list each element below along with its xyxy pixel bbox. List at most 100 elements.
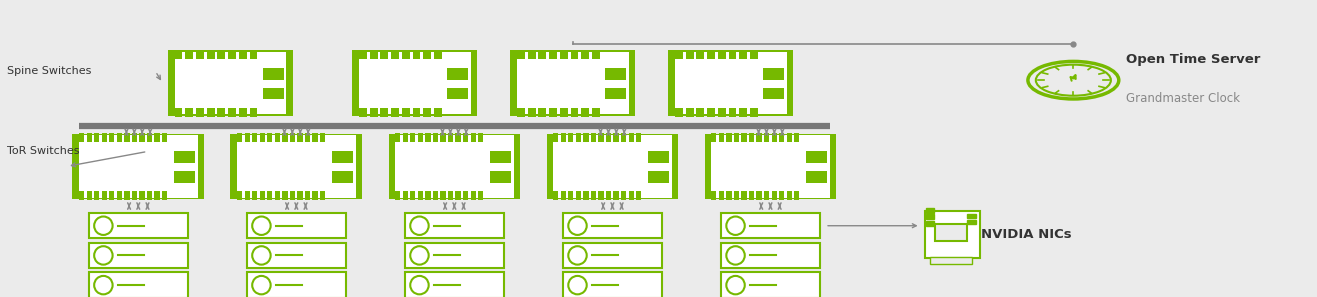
FancyBboxPatch shape (734, 133, 739, 142)
FancyBboxPatch shape (622, 133, 627, 142)
FancyBboxPatch shape (549, 108, 557, 117)
FancyBboxPatch shape (196, 108, 204, 117)
FancyBboxPatch shape (433, 133, 439, 142)
FancyBboxPatch shape (448, 191, 453, 200)
FancyBboxPatch shape (402, 108, 410, 117)
FancyBboxPatch shape (764, 68, 785, 80)
FancyBboxPatch shape (686, 108, 694, 117)
FancyBboxPatch shape (423, 108, 431, 117)
FancyBboxPatch shape (245, 133, 250, 142)
FancyBboxPatch shape (967, 220, 976, 224)
FancyBboxPatch shape (410, 133, 415, 142)
FancyBboxPatch shape (230, 134, 362, 199)
FancyBboxPatch shape (606, 133, 611, 142)
Ellipse shape (253, 217, 271, 235)
FancyBboxPatch shape (249, 108, 257, 117)
FancyBboxPatch shape (410, 191, 415, 200)
FancyBboxPatch shape (174, 151, 195, 163)
FancyBboxPatch shape (406, 243, 503, 268)
FancyBboxPatch shape (370, 108, 378, 117)
FancyBboxPatch shape (547, 134, 678, 199)
FancyBboxPatch shape (764, 88, 785, 99)
Text: Spine Switches: Spine Switches (7, 66, 91, 76)
FancyBboxPatch shape (79, 191, 84, 200)
FancyBboxPatch shape (391, 108, 399, 117)
FancyBboxPatch shape (751, 108, 759, 117)
FancyBboxPatch shape (312, 133, 317, 142)
FancyBboxPatch shape (711, 191, 716, 200)
FancyBboxPatch shape (425, 191, 431, 200)
FancyBboxPatch shape (583, 191, 589, 200)
FancyBboxPatch shape (267, 133, 273, 142)
FancyBboxPatch shape (262, 88, 284, 99)
FancyBboxPatch shape (298, 133, 303, 142)
FancyBboxPatch shape (722, 243, 819, 268)
FancyBboxPatch shape (282, 191, 287, 200)
FancyBboxPatch shape (749, 133, 755, 142)
FancyBboxPatch shape (423, 50, 431, 59)
FancyBboxPatch shape (598, 133, 603, 142)
FancyBboxPatch shape (794, 191, 799, 200)
FancyBboxPatch shape (549, 50, 557, 59)
FancyBboxPatch shape (370, 50, 378, 59)
FancyBboxPatch shape (275, 191, 281, 200)
FancyBboxPatch shape (718, 108, 726, 117)
FancyBboxPatch shape (109, 191, 115, 200)
FancyBboxPatch shape (456, 191, 461, 200)
FancyBboxPatch shape (711, 135, 830, 198)
FancyBboxPatch shape (79, 133, 84, 142)
FancyBboxPatch shape (780, 191, 785, 200)
Ellipse shape (569, 217, 587, 235)
Ellipse shape (727, 276, 745, 294)
FancyBboxPatch shape (707, 50, 715, 59)
FancyBboxPatch shape (553, 135, 672, 198)
FancyBboxPatch shape (440, 191, 445, 200)
Ellipse shape (1029, 61, 1119, 99)
FancyBboxPatch shape (207, 50, 215, 59)
Ellipse shape (727, 217, 745, 235)
FancyBboxPatch shape (320, 133, 325, 142)
FancyBboxPatch shape (217, 108, 225, 117)
FancyBboxPatch shape (101, 191, 107, 200)
FancyBboxPatch shape (614, 191, 619, 200)
Ellipse shape (569, 276, 587, 294)
FancyBboxPatch shape (598, 191, 603, 200)
FancyBboxPatch shape (722, 273, 819, 297)
FancyBboxPatch shape (124, 191, 129, 200)
FancyBboxPatch shape (237, 191, 242, 200)
FancyBboxPatch shape (930, 257, 972, 264)
FancyBboxPatch shape (148, 133, 153, 142)
FancyBboxPatch shape (154, 191, 159, 200)
FancyBboxPatch shape (564, 213, 662, 238)
FancyBboxPatch shape (435, 108, 443, 117)
FancyBboxPatch shape (553, 191, 558, 200)
FancyBboxPatch shape (570, 50, 578, 59)
FancyBboxPatch shape (539, 108, 547, 117)
FancyBboxPatch shape (228, 108, 236, 117)
FancyBboxPatch shape (148, 191, 153, 200)
FancyBboxPatch shape (676, 50, 684, 59)
FancyBboxPatch shape (648, 151, 669, 163)
FancyBboxPatch shape (174, 171, 195, 183)
FancyBboxPatch shape (306, 133, 311, 142)
FancyBboxPatch shape (728, 108, 736, 117)
FancyBboxPatch shape (353, 50, 478, 116)
FancyBboxPatch shape (94, 191, 99, 200)
Text: NVIDIA NICs: NVIDIA NICs (981, 228, 1072, 241)
Ellipse shape (1036, 65, 1112, 96)
FancyBboxPatch shape (140, 133, 145, 142)
FancyBboxPatch shape (237, 133, 242, 142)
FancyBboxPatch shape (676, 108, 684, 117)
FancyBboxPatch shape (403, 191, 408, 200)
FancyBboxPatch shape (564, 243, 662, 268)
FancyBboxPatch shape (806, 171, 827, 183)
FancyBboxPatch shape (726, 191, 731, 200)
FancyBboxPatch shape (560, 108, 568, 117)
FancyBboxPatch shape (780, 133, 785, 142)
FancyBboxPatch shape (697, 108, 705, 117)
FancyBboxPatch shape (925, 211, 980, 258)
FancyBboxPatch shape (739, 108, 747, 117)
FancyBboxPatch shape (926, 221, 934, 226)
FancyBboxPatch shape (786, 191, 792, 200)
FancyBboxPatch shape (446, 68, 469, 80)
